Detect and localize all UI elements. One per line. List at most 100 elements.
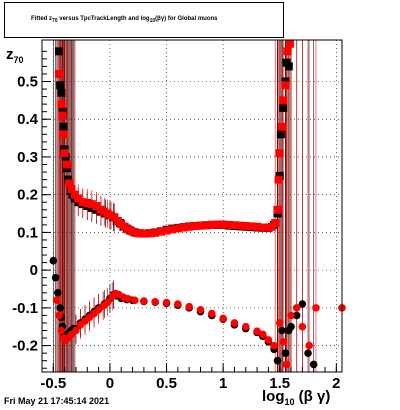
y-tick-label: 0 (30, 262, 38, 279)
data-point (49, 256, 58, 265)
data-point (179, 223, 188, 232)
y-tick-label: 0.2 (17, 187, 38, 204)
timestamp: Fri May 21 17:45:14 2021 (4, 396, 110, 406)
x-tick-label: 0.5 (156, 375, 177, 392)
data-point (258, 223, 267, 232)
x-tick-label: 1.5 (269, 375, 290, 392)
data-point (219, 220, 228, 229)
chart-title-box: Fitted z70 versus TpcTrackLength and log… (4, 2, 284, 38)
data-point (284, 62, 293, 71)
data-point (57, 326, 66, 335)
data-point (162, 226, 171, 235)
data-point (264, 336, 273, 344)
data-point (185, 222, 194, 231)
data-point (287, 322, 295, 331)
data-point (270, 341, 278, 350)
y-tick-label: 0.5 (17, 74, 38, 91)
axis-ticks (41, 50, 337, 372)
data-point (137, 229, 146, 238)
data-point (219, 314, 227, 323)
x-tick-label: 1 (219, 375, 227, 392)
data-point (213, 220, 222, 229)
data-point (103, 298, 112, 307)
x-tick-label: -0.5 (40, 375, 66, 392)
data-point (312, 304, 320, 312)
data-point (60, 149, 69, 158)
data-point (59, 122, 68, 131)
data-point (304, 349, 312, 357)
data-point (62, 160, 71, 169)
data-point (285, 39, 294, 48)
data-point (151, 298, 160, 306)
data-point (74, 194, 83, 203)
data-point (241, 221, 250, 230)
y-axis-label: z70 (6, 46, 24, 65)
data-point (292, 304, 301, 312)
data-point (275, 149, 284, 158)
data-point (168, 225, 177, 234)
data-point (78, 198, 87, 207)
data-point (146, 229, 155, 238)
data-point (279, 96, 288, 105)
data-point (151, 228, 160, 237)
data-point (247, 222, 256, 231)
data-point (190, 221, 199, 230)
data-point (241, 322, 250, 331)
data-point (196, 305, 205, 314)
data-point (202, 221, 211, 230)
data-point (156, 227, 165, 236)
data-point (281, 81, 290, 90)
plot-frame (41, 39, 343, 373)
data-point (174, 300, 182, 308)
data-point (162, 298, 171, 307)
data-point (283, 47, 292, 56)
data-point (67, 185, 76, 194)
y-tick-label: 0.4 (17, 111, 39, 128)
chart-title: Fitted z70 versus TpcTrackLength and log… (31, 15, 218, 25)
data-point (287, 311, 295, 320)
data-point (185, 302, 193, 311)
data-point (273, 356, 282, 365)
data-point (273, 205, 282, 214)
data-point (236, 221, 245, 230)
data-markers (49, 39, 346, 369)
data-point (271, 218, 280, 227)
y-tick-label: 0.3 (17, 149, 38, 166)
data-point (282, 360, 291, 369)
data-point (56, 81, 65, 90)
data-point (309, 360, 318, 369)
data-point (253, 327, 261, 336)
data-point (298, 322, 307, 331)
data-point (140, 297, 148, 305)
data-point (51, 273, 60, 282)
data-point (173, 224, 182, 233)
y-tick-label: 0.1 (17, 224, 38, 241)
data-point (87, 200, 96, 209)
data-point (131, 296, 139, 305)
data-point (128, 227, 137, 236)
x-tick-label: 0 (106, 375, 114, 392)
data-point (83, 198, 92, 207)
y-tick-label: -0.2 (12, 338, 38, 355)
data-point (58, 111, 67, 120)
data-point (92, 202, 101, 210)
data-point (54, 47, 63, 56)
data-point (133, 229, 142, 238)
data-point (207, 220, 216, 229)
data-point (208, 309, 216, 318)
data-point (253, 222, 262, 231)
data-point (281, 349, 290, 357)
data-point (305, 341, 313, 350)
data-point (54, 69, 63, 78)
data-point (274, 175, 283, 184)
data-point (65, 179, 74, 188)
data-point (54, 288, 62, 297)
data-point (57, 88, 66, 97)
y-tick-label: -0.1 (12, 300, 38, 317)
x-tick-label: 2 (332, 375, 340, 392)
data-point (278, 122, 286, 131)
data-point (124, 295, 132, 303)
data-point (72, 326, 80, 335)
data-point (279, 103, 288, 112)
